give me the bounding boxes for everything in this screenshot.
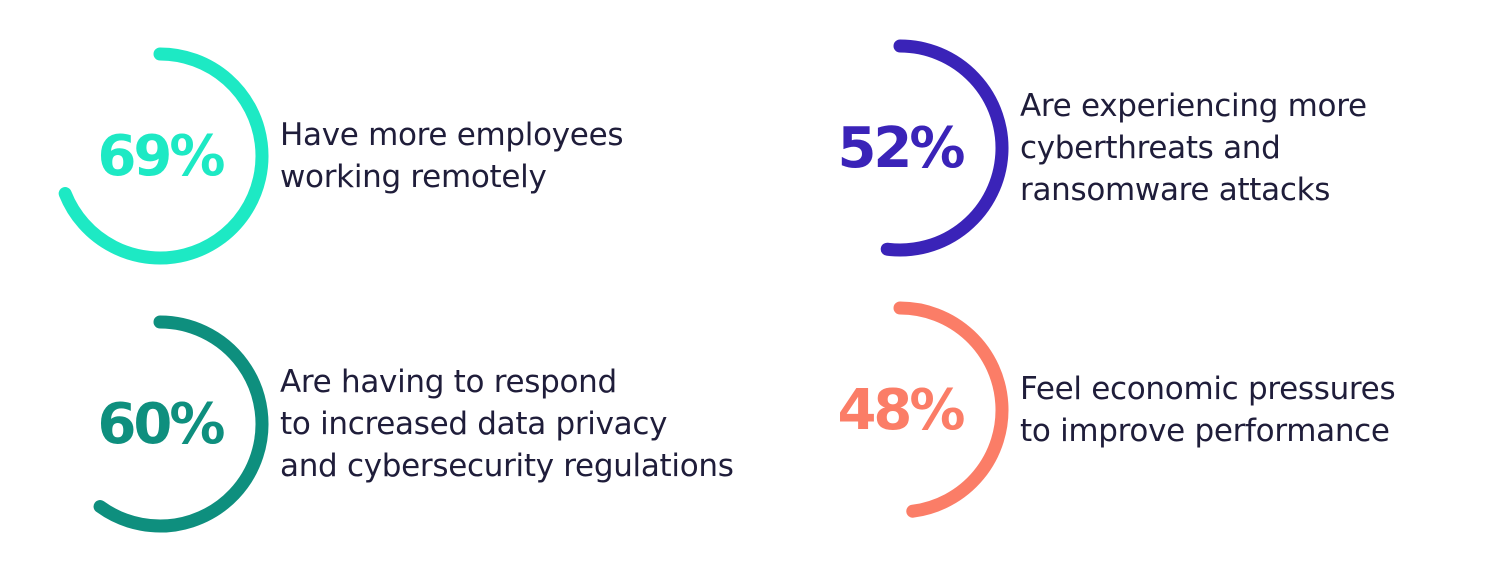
- percentage-value: 52%: [837, 115, 965, 181]
- stat-description: Have more employees working remotely: [280, 26, 760, 286]
- progress-arc: [893, 301, 1009, 518]
- progress-ring: [30, 26, 290, 286]
- percentage-value: 48%: [837, 377, 965, 443]
- stat-description: Feel economic pressures to improve perfo…: [1020, 280, 1499, 540]
- progress-arc: [880, 39, 1009, 257]
- description-line: Are having to respond: [280, 364, 617, 400]
- progress-ring: [770, 18, 1030, 278]
- stat-remote-employees: 69% Have more employees working remotely: [30, 26, 770, 286]
- description-line: to increased data privacy: [280, 406, 668, 442]
- stat-cyberthreats: 52% Are experiencing more cyberthreats a…: [770, 18, 1499, 278]
- description-line: cyberthreats and: [1020, 130, 1281, 166]
- progress-arc: [58, 47, 269, 265]
- description-line: Feel economic pressures: [1020, 371, 1396, 407]
- description-line: Are experiencing more: [1020, 88, 1367, 124]
- progress-ring: [30, 294, 290, 554]
- stat-data-privacy-regulations: 60% Are having to respond to increased d…: [30, 294, 770, 554]
- description-line: and cybersecurity regulations: [280, 448, 734, 484]
- percentage-value: 60%: [97, 391, 225, 457]
- percentage-value: 69%: [97, 123, 225, 189]
- progress-ring: [770, 280, 1030, 540]
- stat-economic-pressures: 48% Feel economic pressures to improve p…: [770, 280, 1499, 540]
- progress-arc: [93, 315, 269, 533]
- description-line: working remotely: [280, 159, 547, 195]
- description-line: Have more employees: [280, 117, 624, 153]
- stat-description: Are experiencing more cyberthreats and r…: [1020, 18, 1499, 278]
- description-line: to improve performance: [1020, 413, 1390, 449]
- stat-description: Are having to respond to increased data …: [280, 294, 760, 554]
- description-line: ransomware attacks: [1020, 172, 1331, 208]
